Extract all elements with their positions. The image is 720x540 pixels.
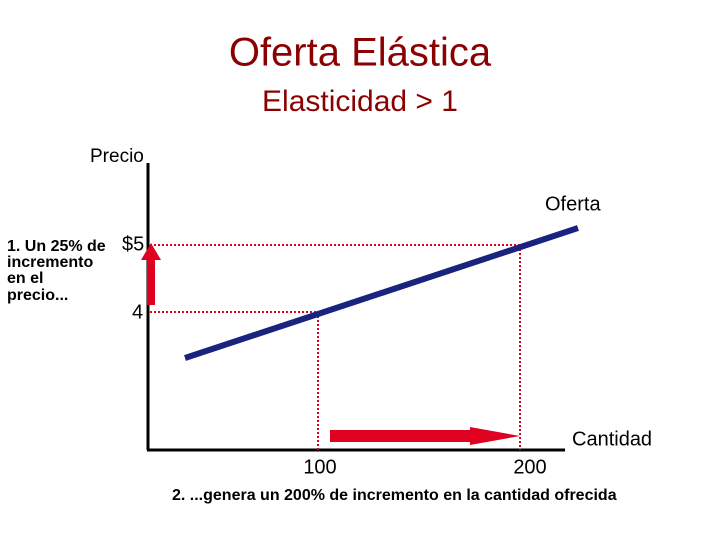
quantity-label: 100 — [303, 456, 336, 478]
price-note: incremento — [7, 254, 93, 271]
price-label: 4 — [132, 301, 143, 323]
supply-curve — [184, 225, 579, 361]
x-axis-label: Cantidad — [572, 428, 652, 450]
quantity-arrow-shaft — [330, 430, 470, 442]
title: Oferta Elástica — [229, 31, 492, 75]
quantity-arrow-head — [470, 427, 520, 445]
price-arrow-head — [141, 243, 161, 260]
price-label: $5 — [122, 233, 144, 255]
price-arrow-shaft — [147, 258, 155, 305]
price-note: 1. Un 25% de — [7, 238, 106, 255]
price-note: precio... — [7, 287, 68, 304]
quantity-label: 200 — [513, 456, 546, 478]
curve-label: Oferta — [545, 193, 601, 215]
price-note: en el — [7, 270, 43, 287]
y-axis-label: Precio — [90, 146, 144, 167]
quantity-note: 2. ...genera un 200% de incremento en la… — [172, 487, 617, 504]
guides — [150, 244, 521, 450]
subtitle: Elasticidad > 1 — [262, 85, 458, 118]
